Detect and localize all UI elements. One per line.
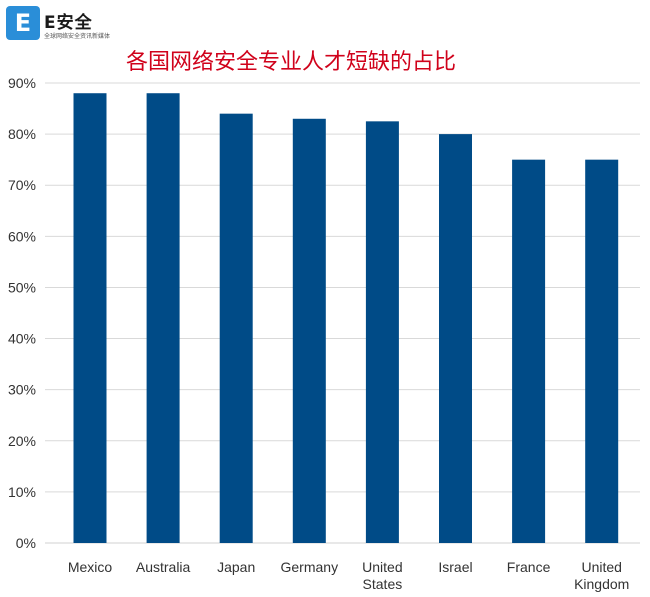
x-tick-label: Mexico [68,559,113,575]
y-tick-label: 40% [8,331,36,347]
logo-name: E安全 [44,13,93,33]
logo-badge-icon: E [6,6,40,40]
y-tick-label: 70% [8,177,36,193]
y-tick-label: 10% [8,484,36,500]
y-tick-label: 0% [16,535,36,551]
x-tick-label: Israel [438,559,472,575]
y-tick-label: 50% [8,279,36,295]
y-tick-label: 30% [8,382,36,398]
x-tick-label: United Kingdom [574,559,629,592]
chart-title: 各国网络安全专业人才短缺的占比 [126,50,457,75]
bar [512,159,546,543]
bar [585,159,619,543]
bars [73,93,619,544]
y-tick-label: 90% [8,75,36,91]
logo: E E安全 全球网络安全资讯新媒体 [6,6,116,42]
y-tick-label: 20% [8,433,36,449]
bar [292,118,326,544]
y-axis-ticks: 0% 10% 20% 30% 40% 50% 60% 70% 80% 90% [8,75,36,551]
x-tick-label: Germany [281,559,339,575]
logo-tagline: 全球网络安全资讯新媒体 [44,33,111,40]
bar [439,134,472,543]
x-tick-label: Japan [217,559,255,575]
x-tick-label: France [507,559,551,575]
y-tick-label: 80% [8,126,36,142]
bar [365,121,399,543]
x-axis-ticks: Mexico Australia Japan Germany United States I… [68,559,630,592]
y-tick-label: 60% [8,228,36,244]
x-tick-label: United States [362,559,402,592]
x-tick-label: Australia [136,559,191,575]
bar [219,113,253,544]
bar [146,93,180,543]
bar [73,93,107,543]
gridlines [45,82,640,544]
